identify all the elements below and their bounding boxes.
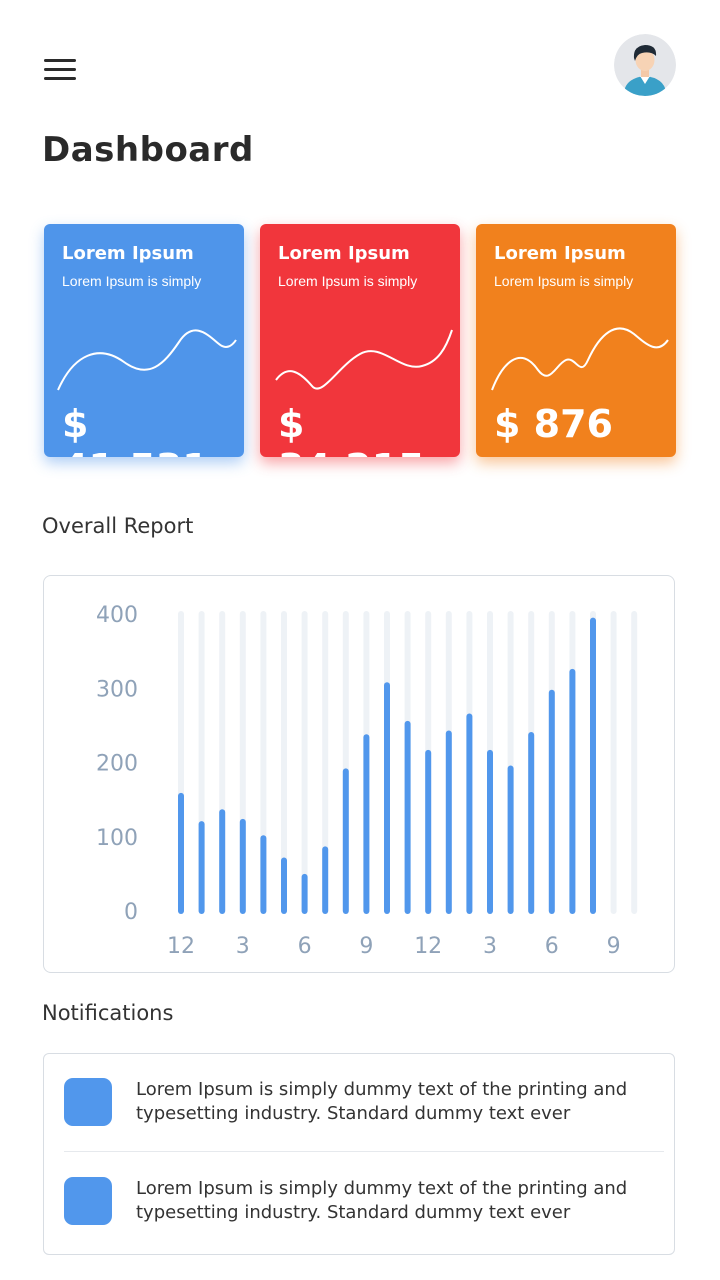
user-avatar-icon: [614, 34, 676, 96]
card-value: $ 34,215: [278, 402, 425, 457]
card-title: Lorem Ipsum: [278, 243, 410, 264]
card-value: $ 41,531: [62, 402, 209, 457]
card-title: Lorem Ipsum: [494, 243, 626, 264]
y-tick-label: 400: [96, 603, 138, 628]
card-value: $ 876: [494, 402, 613, 446]
card-subtitle: Lorem Ipsum is simply: [494, 273, 634, 289]
avatar[interactable]: [614, 34, 676, 96]
x-tick-label: 9: [607, 934, 621, 959]
x-tick-label: 12: [167, 934, 195, 959]
x-tick-label: 6: [298, 934, 312, 959]
x-tick-label: 3: [483, 934, 497, 959]
notification-icon: [64, 1177, 112, 1225]
notification-item[interactable]: Lorem Ipsum is simply dummy text of the …: [64, 1153, 664, 1251]
notifications-list: Lorem Ipsum is simply dummy text of the …: [43, 1053, 675, 1255]
hamburger-menu-icon[interactable]: [42, 58, 78, 84]
card-subtitle: Lorem Ipsum is simply: [62, 273, 202, 289]
x-tick-label: 12: [414, 934, 442, 959]
notification-item[interactable]: Lorem Ipsum is simply dummy text of the …: [64, 1054, 664, 1152]
page-title: Dashboard: [42, 130, 254, 170]
section-title-overall-report: Overall Report: [42, 514, 194, 538]
y-tick-label: 200: [96, 752, 138, 777]
divider: [64, 1151, 664, 1152]
y-tick-label: 100: [96, 826, 138, 851]
sparkline-icon: [57, 329, 237, 391]
notification-text: Lorem Ipsum is simply dummy text of the …: [136, 1079, 628, 1124]
x-tick-label: 9: [359, 934, 373, 959]
notification-icon: [64, 1078, 112, 1126]
overall-report-chart: 0 100 200 300 400 12 3 6 9 12 3 6 9: [43, 575, 675, 973]
stat-card-red[interactable]: Lorem Ipsum Lorem Ipsum is simply $ 34,2…: [260, 224, 460, 457]
x-tick-label: 6: [545, 934, 559, 959]
sparkline-icon: [275, 329, 453, 390]
card-subtitle: Lorem Ipsum is simply: [278, 273, 418, 289]
notification-text: Lorem Ipsum is simply dummy text of the …: [136, 1178, 628, 1223]
bar-chart: 0 100 200 300 400 12 3 6 9 12 3 6 9: [96, 603, 638, 959]
y-tick-label: 300: [96, 677, 138, 702]
section-title-notifications: Notifications: [42, 1001, 174, 1025]
stat-card-orange[interactable]: Lorem Ipsum Lorem Ipsum is simply $ 876: [476, 224, 676, 457]
sparkline-icon: [491, 327, 669, 391]
card-title: Lorem Ipsum: [62, 243, 194, 264]
x-tick-label: 3: [236, 934, 250, 959]
y-tick-label: 0: [124, 900, 138, 925]
stat-card-blue[interactable]: Lorem Ipsum Lorem Ipsum is simply $ 41,5…: [44, 224, 244, 457]
